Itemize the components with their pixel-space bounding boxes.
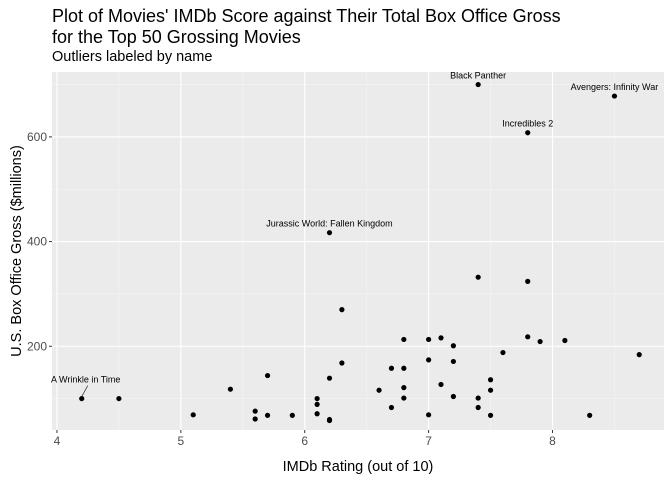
data-point: [525, 278, 531, 284]
x-axis-title: IMDb Rating (out of 10): [283, 459, 434, 475]
data-point: [426, 412, 432, 418]
x-tick-label: 8: [549, 434, 556, 448]
data-point: [636, 352, 642, 358]
data-point: [252, 416, 258, 422]
data-point: [227, 386, 233, 392]
chart-title: Plot of Movies' IMDb Score against Their…: [52, 6, 561, 47]
data-point: [116, 395, 122, 402]
data-point: [264, 372, 271, 379]
point-annotation: Avengers: Infinity War: [571, 82, 659, 92]
data-point: [339, 360, 345, 366]
data-point: [264, 412, 271, 418]
data-point: [339, 307, 345, 313]
data-point: [475, 404, 481, 411]
data-point: [326, 417, 333, 424]
y-axis-title: U.S. Box Office Gross ($millions): [9, 145, 25, 357]
data-point: [525, 130, 531, 136]
data-point: [401, 365, 407, 371]
data-point: [450, 343, 456, 349]
x-tick-label: 4: [54, 434, 61, 448]
data-point: [487, 412, 494, 418]
data-point: [475, 81, 481, 88]
y-tick-label: 600: [27, 130, 47, 144]
x-tick-label: 5: [177, 434, 184, 448]
data-point: [562, 337, 568, 344]
y-tick-label: 200: [27, 339, 47, 353]
data-point: [475, 274, 481, 280]
data-point: [450, 358, 456, 365]
point-annotation: Black Panther: [450, 71, 506, 81]
data-point: [401, 336, 407, 343]
chart-subtitle: Outliers labeled by name: [52, 49, 213, 65]
data-point: [252, 408, 258, 414]
data-point: [326, 230, 333, 236]
data-point: [537, 338, 543, 345]
data-point: [487, 387, 494, 393]
data-point: [611, 93, 618, 99]
data-point: [587, 412, 593, 418]
data-point: [525, 334, 531, 340]
point-annotation: Jurassic World: Fallen Kingdom: [266, 219, 392, 229]
data-point: [426, 357, 432, 363]
plot-panel: [52, 72, 664, 430]
data-point: [487, 377, 494, 383]
data-point: [289, 412, 295, 418]
data-point: [438, 381, 444, 388]
point-annotation: A Wrinkle in Time: [51, 375, 120, 385]
point-annotation: Incredibles 2: [502, 119, 553, 129]
annotation-leader-line: [81, 385, 88, 397]
data-point: [450, 393, 456, 400]
data-point: [500, 349, 506, 356]
data-point: [79, 395, 85, 402]
data-point: [190, 412, 196, 418]
data-point: [426, 336, 432, 343]
x-tick-label: 7: [425, 434, 432, 448]
data-point: [401, 395, 407, 401]
data-point: [388, 365, 395, 371]
y-tick-label: 400: [27, 235, 47, 249]
data-point: [388, 404, 395, 411]
data-point: [376, 387, 382, 393]
data-point: [475, 395, 481, 401]
data-point: [326, 375, 333, 381]
data-point: [314, 395, 320, 402]
data-point: [314, 401, 320, 407]
data-point: [438, 335, 444, 341]
data-point: [314, 411, 320, 417]
x-tick-label: 6: [301, 434, 308, 448]
data-point: [401, 385, 407, 391]
